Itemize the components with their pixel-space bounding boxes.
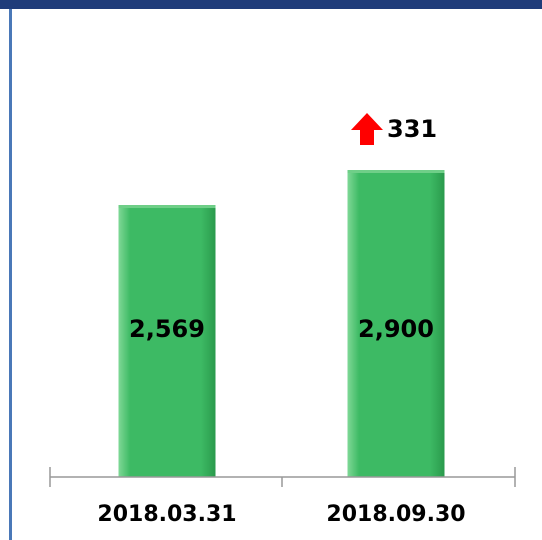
value-label: 2,900 [358,315,434,343]
bar-top [118,205,216,209]
left-border [9,9,12,540]
top-border [0,0,542,9]
up-arrow [351,113,383,145]
plot [118,170,445,477]
x-tick-label: 2018.03.31 [97,502,236,527]
annotation: 331 [387,115,437,143]
bar-top [347,170,445,173]
x-tick-label: 2018.09.30 [326,502,465,527]
bar [118,205,216,477]
value-label: 2,569 [129,315,205,343]
bar [347,170,445,477]
